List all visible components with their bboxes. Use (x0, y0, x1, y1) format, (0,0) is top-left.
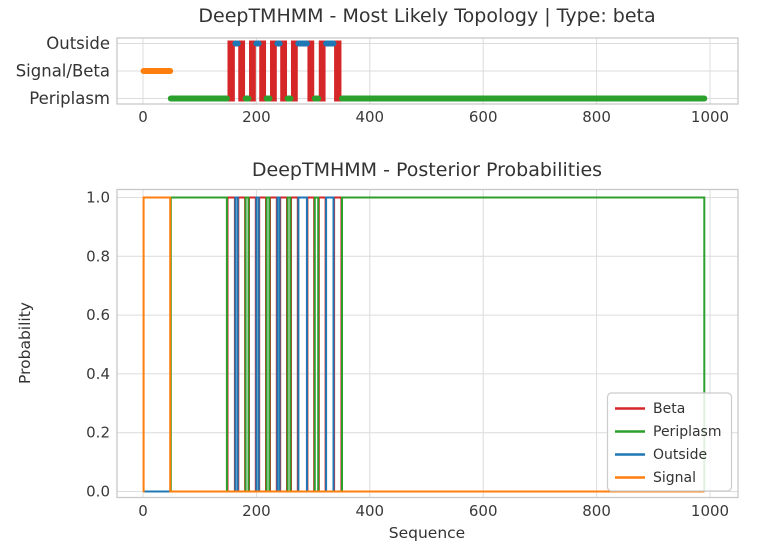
y-tick-label: 0.0 (86, 483, 110, 501)
beta-strand-bar (238, 40, 246, 102)
y-tick-label: 1.0 (86, 189, 110, 207)
ytick-label-outside: Outside (46, 34, 110, 53)
ytick-label-signal-beta: Signal/Beta (16, 62, 110, 81)
topology-x-tick-labels: 0 200 400 600 800 1000 (138, 108, 729, 126)
x-axis-label: Sequence (389, 524, 465, 542)
beta-strand-bar (249, 40, 256, 102)
legend-item-label: Signal (653, 470, 696, 486)
beta-strand-bar (290, 40, 298, 102)
topology-axes-box (116, 37, 739, 105)
x-tick-label: 800 (582, 502, 611, 520)
x-tick-label: 0 (138, 108, 148, 126)
topology-title: DeepTMHMM - Most Likely Topology | Type:… (198, 5, 655, 27)
topology-grid (117, 38, 738, 104)
legend-item-label: Periplasm (653, 424, 722, 440)
beta-strand-bar (270, 40, 277, 102)
y-tick-label: 0.6 (86, 306, 110, 324)
y-tick-label: 0.8 (86, 247, 110, 265)
x-tick-label: 600 (469, 502, 498, 520)
probability-plot: DeepTMHMM - Posterior Probabilities Sequ… (16, 159, 739, 542)
topology-plot: DeepTMHMM - Most Likely Topology | Type:… (16, 5, 739, 126)
beta-strand-bar (318, 40, 326, 102)
y-axis-label: Probability (16, 302, 34, 384)
probability-title: DeepTMHMM - Posterior Probabilities (252, 159, 602, 181)
beta-strand-bars (227, 40, 342, 102)
probability-x-tick-labels: 0 200 400 600 800 1000 (138, 502, 729, 520)
topology-series (140, 40, 708, 102)
probability-series (142, 196, 706, 493)
x-tick-label: 200 (242, 108, 271, 126)
probability-y-tick-labels: 1.0 0.8 0.6 0.4 0.2 0.0 (86, 189, 110, 501)
topology-level-lines (140, 40, 708, 102)
ytick-label-periplasm: Periplasm (29, 89, 110, 108)
legend-item-label: Outside (653, 447, 707, 463)
beta-strand-bar (259, 40, 267, 102)
probability-curve-signal (142, 196, 705, 493)
x-tick-label: 600 (469, 108, 498, 126)
x-tick-label: 400 (355, 108, 384, 126)
x-tick-label: 400 (355, 502, 384, 520)
y-tick-label: 0.4 (86, 365, 110, 383)
x-tick-label: 800 (582, 108, 611, 126)
x-tick-label: 0 (138, 502, 148, 520)
y-tick-label: 0.2 (86, 424, 110, 442)
legend-item-label: Beta (653, 401, 685, 417)
x-tick-label: 1000 (691, 108, 729, 126)
beta-strand-bar (307, 40, 315, 102)
beta-strand-bar (227, 40, 235, 102)
beta-strand-bar (280, 40, 288, 102)
legend-box (606, 392, 733, 492)
probability-curve-outside (143, 196, 705, 493)
legend: Beta Periplasm Outside Signal (606, 392, 733, 492)
beta-strand-bar (334, 40, 342, 102)
x-tick-label: 200 (242, 502, 271, 520)
x-tick-label: 1000 (691, 502, 729, 520)
probability-axes-box (116, 188, 739, 499)
